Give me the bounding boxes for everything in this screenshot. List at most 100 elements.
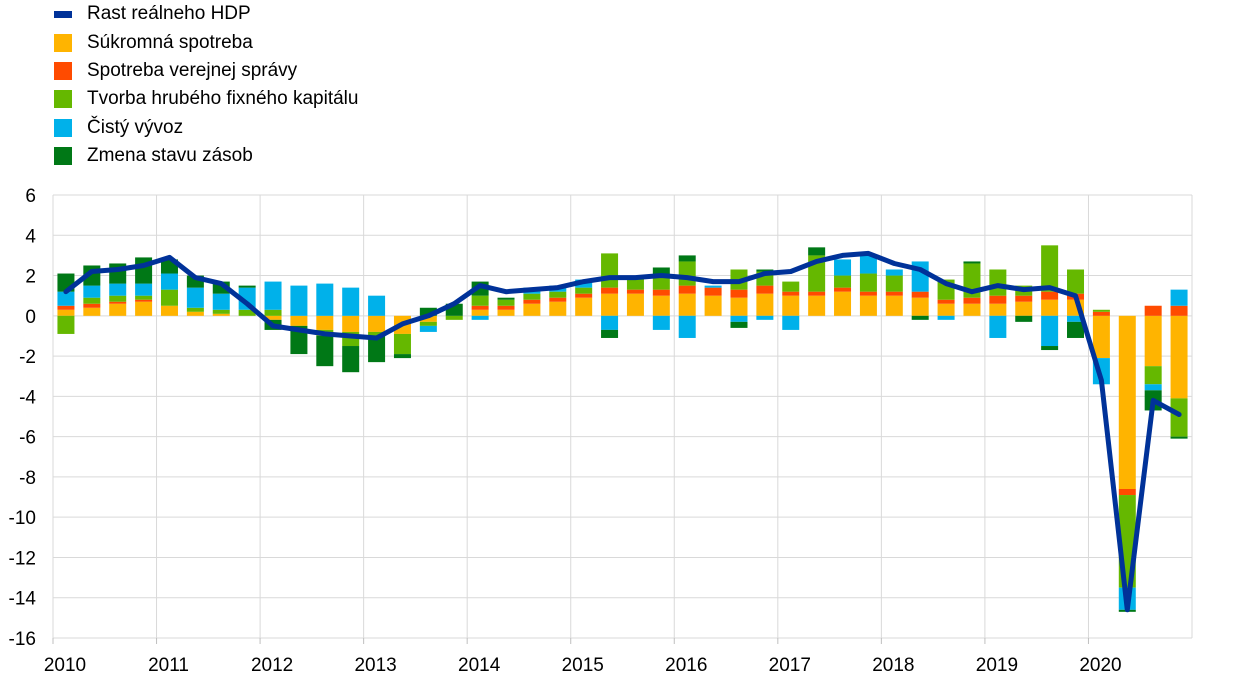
bar-segment xyxy=(419,315,437,322)
y-tick-label: -4 xyxy=(19,387,36,408)
bar-segment xyxy=(1170,315,1188,399)
bar-segment xyxy=(601,329,619,338)
bar-segment xyxy=(575,287,593,294)
bar-segment xyxy=(445,315,463,320)
bar-segment xyxy=(471,309,489,316)
x-tick-label: 2016 xyxy=(665,655,707,676)
bar-segment xyxy=(678,261,696,286)
bar-segment xyxy=(57,305,75,310)
bar-segment xyxy=(756,285,774,294)
legend-label: Spotreba verejnej správy xyxy=(87,59,298,81)
legend-swatch xyxy=(54,90,72,109)
bar-segment xyxy=(186,287,204,308)
bar-segment xyxy=(1170,398,1188,437)
gdp-growth-line xyxy=(63,250,1182,613)
bar-segment xyxy=(911,291,929,298)
bar-segment xyxy=(212,313,230,316)
bar-segment xyxy=(549,291,567,298)
bar-segment xyxy=(1041,299,1059,316)
bar-segment xyxy=(575,293,593,298)
legend-label: Tvorba hrubého fixného kapitálu xyxy=(87,88,359,110)
bar-segment xyxy=(1015,295,1033,302)
y-tick-label: 0 xyxy=(25,307,36,328)
bar-segment xyxy=(264,315,282,320)
bar-segment xyxy=(1041,346,1059,351)
bar-segment xyxy=(160,273,178,290)
bar-segment xyxy=(264,281,282,310)
bar-segment xyxy=(212,293,230,310)
bar-segment xyxy=(704,295,722,316)
x-axis: 2010 2011 2012 2013 2014 2015 2016 2017 2018 2019… xyxy=(44,638,1122,676)
legend-swatch xyxy=(54,33,72,52)
bar-segment xyxy=(109,283,127,296)
bar-segment xyxy=(393,354,411,359)
bar-segment xyxy=(678,315,696,338)
bar-segment xyxy=(678,293,696,316)
bar-segment xyxy=(368,315,386,332)
bar-segment xyxy=(1041,245,1059,292)
bar-segment xyxy=(186,311,204,316)
bar-segment xyxy=(497,299,515,306)
legend-swatch xyxy=(54,147,72,166)
bar-segment xyxy=(549,297,567,302)
bar-segment xyxy=(885,291,903,296)
x-tick-label: 2015 xyxy=(562,655,604,676)
bar-segment xyxy=(859,291,877,296)
legend-item: Rast reálneho HDP xyxy=(54,0,358,28)
x-tick-label: 2014 xyxy=(458,655,501,676)
bar-segment xyxy=(290,285,308,316)
bar-segment xyxy=(549,301,567,316)
bar-segment xyxy=(652,289,670,296)
y-tick-label: -12 xyxy=(9,548,36,569)
bar-segment xyxy=(782,291,800,296)
bar-segment xyxy=(316,283,334,316)
bar-segment xyxy=(808,247,826,256)
bar-segment xyxy=(342,346,360,373)
bar-segment xyxy=(497,305,515,310)
bar-segment xyxy=(756,315,774,320)
bar-segment xyxy=(859,295,877,316)
bar-segment xyxy=(419,325,437,332)
bar-segment xyxy=(911,297,929,316)
bar-segment xyxy=(782,281,800,292)
bar-segment xyxy=(575,297,593,316)
y-tick-label: -10 xyxy=(9,508,36,529)
bar-segment xyxy=(1144,305,1162,316)
chart-legend: Rast reálneho HDP Súkromná spotreba Spotre… xyxy=(54,0,358,170)
legend-item: Tvorba hrubého fixného kapitálu xyxy=(54,85,358,113)
legend-label: Čistý vývoz xyxy=(87,116,184,138)
bar-segment xyxy=(83,285,101,298)
bar-segment xyxy=(135,299,153,302)
legend-item: Spotreba verejnej správy xyxy=(54,57,358,85)
bar-segment xyxy=(989,315,1007,338)
bar-segment xyxy=(601,293,619,316)
bar-segment xyxy=(963,261,981,264)
y-tick-label: -6 xyxy=(19,428,36,449)
bar-segment xyxy=(342,315,360,332)
bar-segment xyxy=(83,307,101,316)
bar-segment xyxy=(135,283,153,296)
bar-segment xyxy=(704,285,722,288)
x-tick-label: 2011 xyxy=(148,655,189,676)
bar-segment xyxy=(782,315,800,330)
bar-segment xyxy=(808,295,826,316)
bar-segment xyxy=(1067,315,1085,322)
bar-segment xyxy=(704,287,722,296)
bar-segment xyxy=(937,299,955,304)
bar-segment xyxy=(83,303,101,308)
bar-segment xyxy=(1118,488,1136,496)
bar-segment xyxy=(989,269,1007,296)
bar-segment xyxy=(989,303,1007,316)
bar-segment xyxy=(1144,366,1162,385)
legend-label: Súkromná spotreba xyxy=(87,31,253,53)
x-tick-label: 2019 xyxy=(976,655,1018,676)
bar-segment xyxy=(601,315,619,330)
bar-segment xyxy=(963,303,981,316)
bar-segment xyxy=(109,295,127,302)
bar-segment xyxy=(1118,315,1136,489)
bar-segment xyxy=(937,315,955,320)
bar-segment xyxy=(1170,289,1188,306)
bar-segment xyxy=(186,307,204,312)
bar-segment xyxy=(1067,321,1085,338)
bar-segment xyxy=(238,309,256,316)
